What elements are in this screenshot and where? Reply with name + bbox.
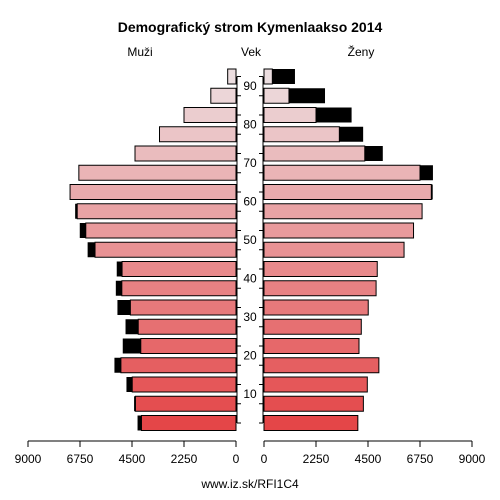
female-bar-80-84 bbox=[263, 107, 317, 123]
age-tick-label: 30 bbox=[243, 310, 257, 324]
female-bar-70-74 bbox=[263, 145, 366, 162]
male-x-tick-label: 2250 bbox=[171, 452, 198, 466]
female-bar-75-79 bbox=[263, 126, 340, 143]
female-label: Ženy bbox=[348, 44, 375, 59]
male-bar-45-49 bbox=[94, 241, 237, 258]
female-bar-60-64 bbox=[263, 184, 432, 200]
female-x-tick-label: 4500 bbox=[355, 452, 382, 466]
male-bar-80-84 bbox=[183, 107, 237, 123]
female-bar-15-19 bbox=[263, 357, 380, 374]
male-bar-55-59 bbox=[76, 203, 237, 220]
male-bar-10-14 bbox=[131, 376, 237, 393]
female-bar-5-9 bbox=[263, 395, 364, 412]
male-bar-50-54 bbox=[85, 222, 237, 239]
male-excess-5-9 bbox=[134, 396, 136, 412]
age-tick-label: 50 bbox=[243, 233, 257, 247]
female-excess-80-84 bbox=[316, 107, 352, 123]
male-excess-30-34 bbox=[117, 300, 131, 315]
female-bar-50-54 bbox=[263, 222, 415, 239]
female-bar-25-29 bbox=[263, 318, 362, 335]
footer-source: www.iz.sk/RFI1C4 bbox=[200, 477, 299, 491]
male-bar-75-79 bbox=[159, 126, 237, 143]
male-bar-70-74 bbox=[134, 145, 237, 162]
chart-title: Demografický strom Kymenlaakso 2014 bbox=[118, 19, 383, 35]
female-bar-35-39 bbox=[263, 280, 377, 297]
male-excess-45-49 bbox=[87, 242, 96, 258]
female-excess-90+ bbox=[272, 69, 295, 84]
female-bar-40-44 bbox=[263, 261, 378, 277]
male-label: Muži bbox=[127, 45, 152, 59]
age-tick-label: 80 bbox=[243, 118, 257, 132]
female-excess-75-79 bbox=[339, 126, 364, 142]
male-bar-5-9 bbox=[134, 395, 237, 412]
female-excess-70-74 bbox=[364, 146, 383, 161]
male-bar-15-19 bbox=[120, 357, 237, 374]
female-excess-65-69 bbox=[420, 165, 433, 181]
male-x-tick-label: 0 bbox=[233, 452, 240, 466]
age-tick-label: 20 bbox=[243, 349, 257, 363]
female-x-tick-label: 0 bbox=[261, 452, 268, 466]
male-x-tick-label: 6750 bbox=[67, 452, 94, 466]
axes-group: 10 20 30 40 50 60 70 80 90 9000 6750 4500 2250 0 0 2250… bbox=[15, 76, 486, 466]
male-bar-30-34 bbox=[129, 299, 237, 316]
female-x-tick-label: 6750 bbox=[407, 452, 434, 466]
female-bar-10-14 bbox=[263, 376, 368, 393]
bars-group bbox=[69, 68, 433, 431]
male-bar-90+ bbox=[227, 68, 237, 85]
male-bar-85-89 bbox=[210, 87, 237, 104]
male-excess-25-29 bbox=[125, 319, 139, 335]
male-bar-25-29 bbox=[137, 318, 237, 335]
male-bar-35-39 bbox=[121, 280, 237, 297]
female-excess-85-89 bbox=[288, 88, 326, 104]
age-tick-label: 10 bbox=[243, 387, 257, 401]
female-bar-20-24 bbox=[263, 338, 360, 354]
male-bar-20-24 bbox=[140, 338, 237, 354]
male-excess-20-24 bbox=[122, 338, 141, 354]
male-excess-35-39 bbox=[115, 280, 122, 296]
male-excess-0-4 bbox=[137, 415, 142, 431]
male-bar-65-69 bbox=[78, 164, 237, 181]
age-axis-label: Vek bbox=[241, 45, 262, 59]
female-bar-55-59 bbox=[263, 203, 423, 220]
male-x-tick-label: 9000 bbox=[15, 452, 42, 466]
male-excess-40-44 bbox=[116, 261, 123, 277]
female-bar-90+ bbox=[263, 68, 273, 85]
male-excess-15-19 bbox=[114, 357, 121, 373]
age-tick-label: 70 bbox=[243, 156, 257, 170]
female-bar-30-34 bbox=[263, 299, 369, 316]
age-tick-label: 40 bbox=[243, 272, 257, 286]
male-excess-55-59 bbox=[75, 203, 78, 219]
female-bar-85-89 bbox=[263, 87, 290, 104]
male-bar-40-44 bbox=[121, 261, 237, 277]
female-bar-65-69 bbox=[263, 164, 421, 181]
female-bar-0-4 bbox=[263, 415, 359, 431]
female-excess-60-64 bbox=[431, 184, 433, 200]
female-bar-45-49 bbox=[263, 241, 405, 258]
female-x-tick-label: 2250 bbox=[303, 452, 330, 466]
male-bar-60-64 bbox=[69, 184, 237, 200]
male-excess-50-54 bbox=[79, 223, 86, 238]
age-tick-label: 60 bbox=[243, 195, 257, 209]
female-x-tick-label: 9000 bbox=[459, 452, 486, 466]
age-tick-label: 90 bbox=[243, 79, 257, 93]
male-bar-0-4 bbox=[140, 415, 237, 431]
male-x-tick-label: 4500 bbox=[119, 452, 146, 466]
male-excess-10-14 bbox=[126, 377, 133, 392]
